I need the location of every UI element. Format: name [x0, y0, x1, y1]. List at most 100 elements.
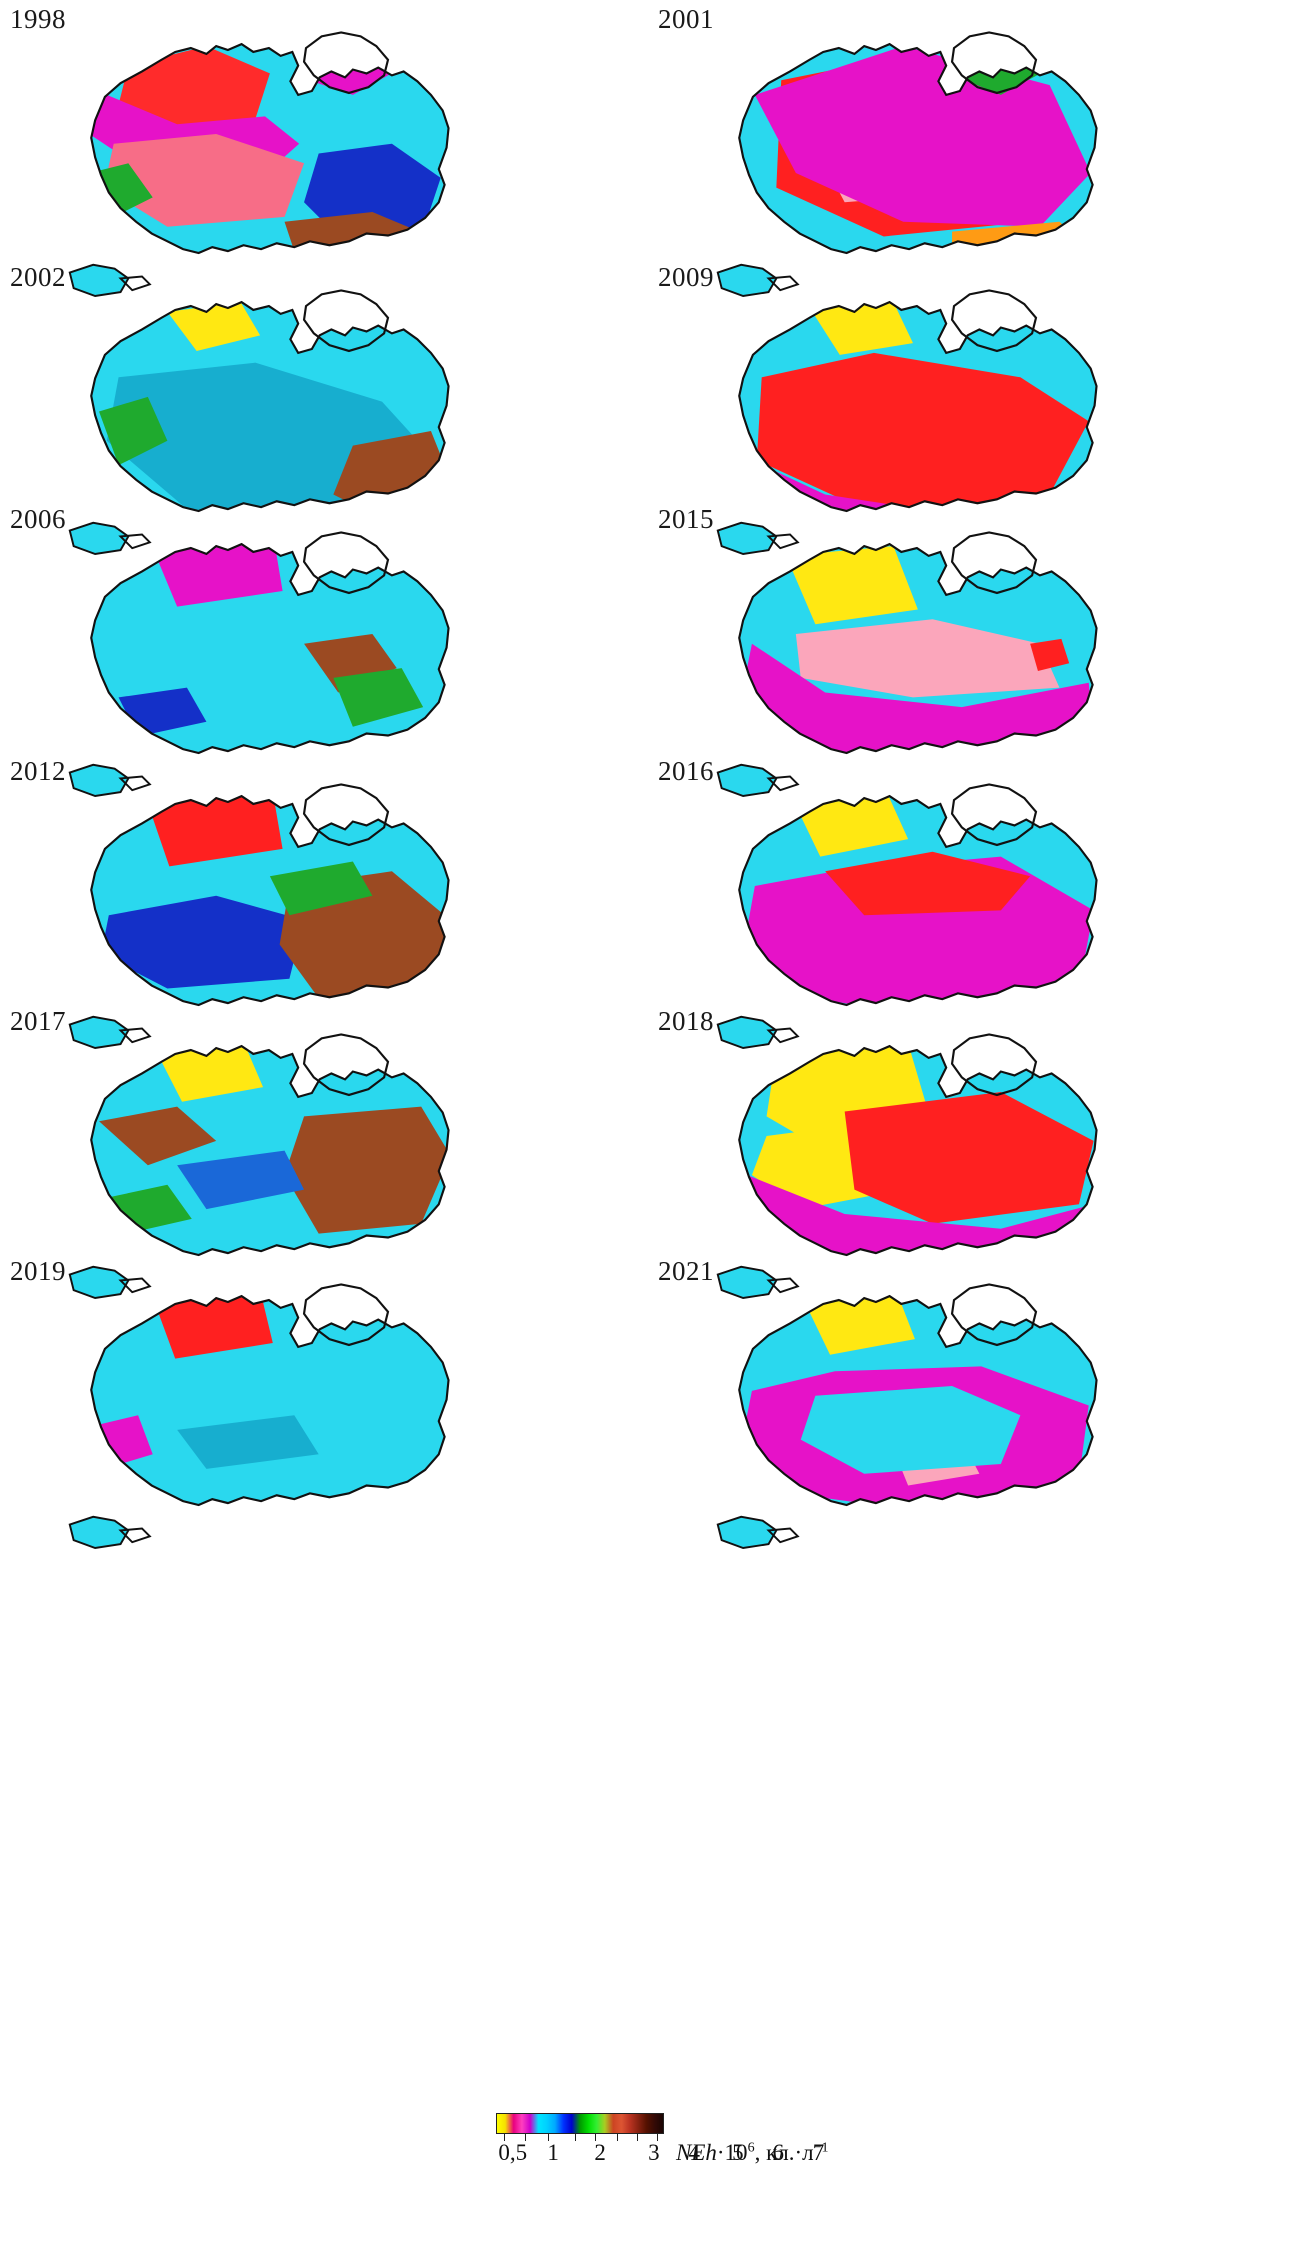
marmara-sea: [716, 263, 778, 298]
azov-outline: [950, 289, 1038, 353]
sea-body: [91, 1046, 449, 1256]
panel-year-label: 2017: [10, 1006, 66, 1036]
region-blue-field: [101, 895, 305, 989]
colorbar-gradient: [497, 2114, 663, 2133]
map-svg-2012: [68, 783, 450, 1050]
sea-body: [739, 544, 1097, 754]
panel-year-label: 2001: [658, 4, 714, 34]
coastline: [90, 794, 450, 1007]
unit-exponent: 6: [747, 2140, 755, 2156]
colorbar-tick-label: 4: [688, 2140, 700, 2165]
panel-year-label: 2018: [658, 1006, 714, 1036]
map-panel-2016: 2016: [648, 752, 1118, 1092]
map-svg-2018: [716, 1033, 1098, 1300]
marmara-sea: [68, 1265, 130, 1300]
region-center-blue: [177, 1150, 305, 1210]
coastline: [738, 42, 1098, 255]
region-nw-shelf-bloom: [118, 46, 270, 130]
bosphorus-strait: [766, 275, 800, 292]
bosphorus-strait: [766, 1527, 800, 1544]
map-image-2021: [708, 1260, 1118, 1590]
panel-grid: 1998 2001 2002 2009 2006 2015 2012 2016 2017 2018…: [0, 0, 1118, 1592]
region-green-rim: [269, 861, 373, 916]
map-image-2009: [708, 266, 1118, 596]
map-panel-2021: 2021: [648, 1252, 1118, 1592]
sea-body: [91, 1296, 449, 1506]
map-svg-2016: [716, 783, 1098, 1050]
region-east-ring: [1030, 638, 1070, 672]
region-nw-magenta: [152, 544, 283, 607]
map-panel-2002: 2002: [0, 258, 470, 598]
map-image-2012: [60, 760, 470, 1090]
map-svg-2001: [716, 31, 1098, 298]
marmara-sea: [68, 1515, 130, 1550]
map-svg-2019: [68, 1283, 450, 1550]
azov-outline: [950, 31, 1038, 95]
coastline: [90, 300, 450, 513]
bosphorus-strait: [118, 1277, 152, 1294]
map-image-2001: [708, 8, 1118, 338]
region-pink-band: [795, 619, 1060, 698]
map-svg-1998: [68, 31, 450, 298]
bosphorus-strait: [118, 1027, 152, 1044]
map-image-2016: [708, 760, 1118, 1090]
azov-outline: [302, 531, 390, 595]
colorbar-tick-labels: 0,5 1 2 3 4 5 6 7: [486, 2140, 824, 2170]
unit-suffix: ·10: [716, 2140, 748, 2165]
map-svg-2017: [68, 1033, 450, 1300]
marmara-sea: [68, 521, 130, 556]
sea-body: [739, 1046, 1097, 1256]
region-nw-yellow: [167, 302, 261, 351]
colorbar-tick-label: 0,5: [498, 2140, 528, 2165]
bosphorus-strait: [766, 1277, 800, 1294]
region-nw-yellow: [786, 546, 918, 625]
bosphorus-strait: [118, 275, 152, 292]
azov-outline: [302, 783, 390, 847]
panel-year-label: 2009: [658, 262, 714, 292]
map-panel-1998: 1998: [0, 0, 470, 340]
sea-body: [91, 302, 449, 512]
marmara-sea: [716, 763, 778, 798]
region-red-arc: [825, 851, 1031, 916]
panel-year-label: 2019: [10, 1256, 66, 1286]
marmara-sea: [716, 1015, 778, 1050]
colorbar-tick: [524, 2134, 526, 2141]
colorbar-tick: [595, 2134, 597, 2141]
coastline: [90, 542, 450, 755]
marmara-sea: [68, 763, 130, 798]
panel-year-label: 2012: [10, 756, 66, 786]
colorbar-tick: [637, 2134, 639, 2141]
marmara-sea: [68, 263, 130, 298]
map-svg-2021: [716, 1283, 1098, 1550]
map-svg-2009: [716, 289, 1098, 556]
marmara-sea: [68, 1015, 130, 1050]
map-image-2017: [60, 1010, 470, 1340]
map-panel-2019: 2019: [0, 1252, 470, 1592]
map-image-2018: [708, 1010, 1118, 1340]
marmara-sea: [716, 521, 778, 556]
azov-outline: [950, 1033, 1038, 1097]
map-image-2015: [708, 508, 1118, 838]
region-coastal-green: [91, 163, 153, 217]
colorbar: [496, 2113, 664, 2134]
panel-year-label: 1998: [10, 4, 66, 34]
colorbar-tick-label: 2: [594, 2140, 606, 2165]
region-red-field: [844, 1092, 1094, 1224]
azov-outline: [302, 289, 390, 353]
region-cyan-core: [800, 1385, 1021, 1474]
map-image-1998: [60, 8, 470, 338]
unit-rest: , кл.·л: [754, 2140, 814, 2165]
panel-year-label: 2006: [10, 504, 66, 534]
azov-outline: [302, 1283, 390, 1347]
unit-rest-exponent: −1: [813, 2140, 829, 2156]
coastline: [738, 1044, 1098, 1257]
map-svg-2015: [716, 531, 1098, 798]
colorbar-tick-label: 3: [648, 2140, 660, 2165]
map-panel-2006: 2006: [0, 500, 470, 840]
region-nw-red: [153, 1296, 273, 1359]
bosphorus-strait: [766, 775, 800, 792]
map-panel-2009: 2009: [648, 258, 1118, 598]
region-center-teal: [177, 1415, 319, 1469]
sea-body: [91, 544, 449, 754]
